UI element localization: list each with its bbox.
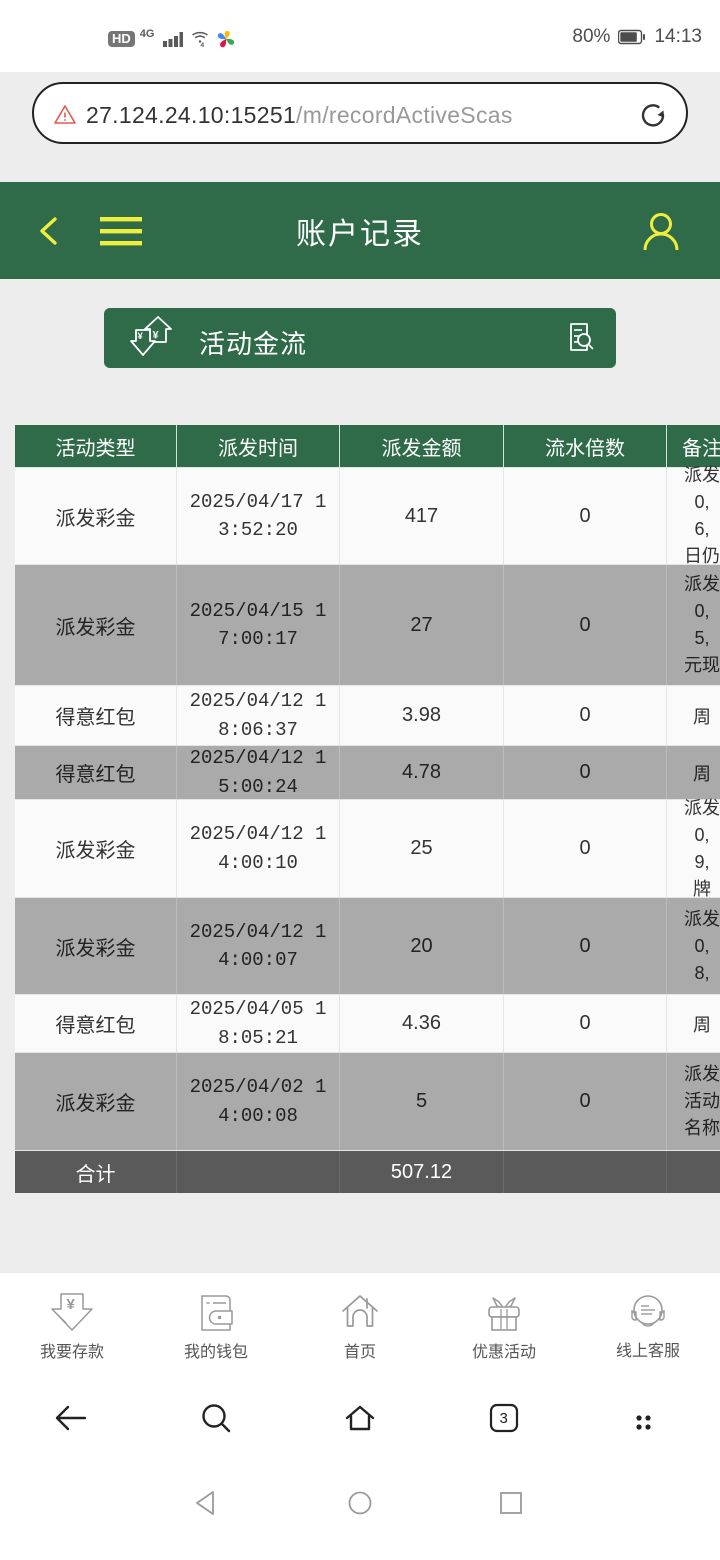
svg-text:¥: ¥ (153, 330, 160, 342)
svg-text:4: 4 (201, 42, 205, 47)
svg-text:¥: ¥ (67, 1296, 76, 1313)
svg-text:3: 3 (500, 1410, 508, 1427)
svg-text:¥: ¥ (138, 331, 144, 342)
